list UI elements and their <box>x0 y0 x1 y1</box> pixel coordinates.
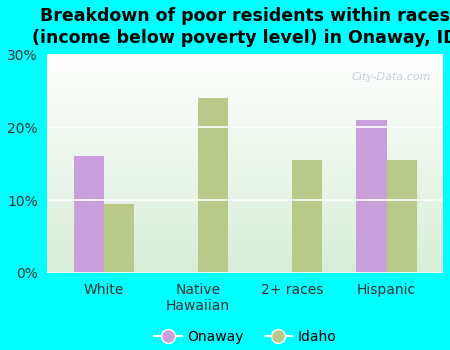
Text: City-Data.com: City-Data.com <box>352 72 431 82</box>
Bar <box>104 204 134 273</box>
Bar <box>74 156 104 273</box>
Title: Breakdown of poor residents within races
(income below poverty level) in Onaway,: Breakdown of poor residents within races… <box>32 7 450 47</box>
Bar <box>198 98 228 273</box>
Bar <box>292 160 323 273</box>
Legend: Onaway, Idaho: Onaway, Idaho <box>148 324 342 349</box>
Bar <box>356 120 387 273</box>
Bar <box>387 160 417 273</box>
